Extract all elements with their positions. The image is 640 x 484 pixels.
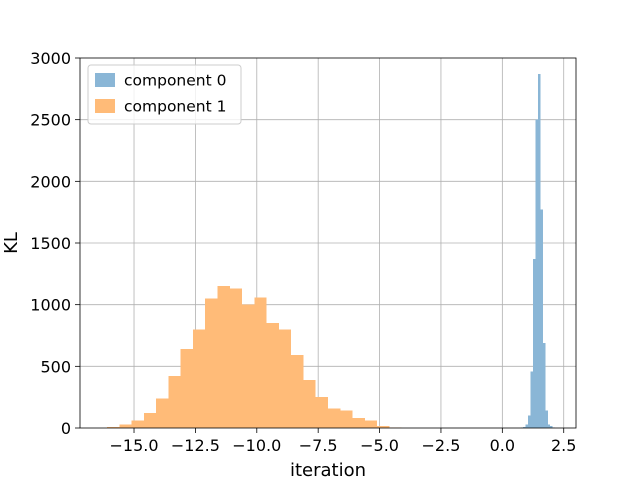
x-tick-label: 0.0 — [490, 436, 515, 455]
histogram-bar-component-0 — [543, 343, 545, 428]
x-tick-label: −2.5 — [422, 436, 461, 455]
histogram-bar-component-0 — [526, 424, 528, 428]
x-axis-label: iteration — [290, 460, 366, 480]
histogram-bar-component-0 — [535, 120, 537, 428]
x-tick-label: −10.0 — [232, 436, 281, 455]
histogram-bar-component-0 — [533, 259, 535, 428]
histogram-bar-component-1 — [132, 421, 144, 428]
y-axis-label: KL — [1, 232, 22, 254]
histogram-bar-component-1 — [316, 397, 328, 428]
histogram-bar-component-1 — [193, 329, 205, 428]
legend-label-component-0: component 0 — [124, 72, 226, 90]
histogram-bar-component-0 — [545, 411, 547, 428]
histogram-bar-component-1 — [144, 413, 156, 428]
histogram-bar-component-0 — [528, 416, 530, 428]
histogram-bar-component-0 — [548, 424, 550, 428]
histogram-bar-component-0 — [531, 371, 533, 428]
x-tick-label: −5.0 — [360, 436, 399, 455]
y-tick-label: 0 — [61, 419, 71, 438]
y-tick-label: 1500 — [30, 234, 71, 253]
histogram-bar-component-1 — [303, 380, 315, 428]
x-tick-label: −7.5 — [299, 436, 338, 455]
x-tick-label: −15.0 — [110, 436, 159, 455]
legend-label-component-1: component 1 — [124, 98, 226, 116]
histogram-bar-component-1 — [267, 323, 279, 428]
histogram-bar-component-1 — [279, 329, 291, 428]
y-tick-label: 500 — [40, 357, 71, 376]
legend-swatch-component-1 — [95, 99, 115, 113]
histogram-bar-component-1 — [328, 408, 340, 428]
y-tick-label: 1000 — [30, 296, 71, 315]
histogram-bar-component-1 — [119, 424, 131, 428]
histogram-bar-component-1 — [168, 376, 180, 428]
histogram-bar-component-1 — [242, 305, 254, 428]
y-tick-label: 2500 — [30, 111, 71, 130]
y-tick-label: 2000 — [30, 172, 71, 191]
histogram-bar-component-1 — [205, 299, 217, 429]
x-tick-label: 2.5 — [551, 436, 576, 455]
histogram-bar-component-1 — [230, 289, 242, 428]
legend: component 0 component 1 — [88, 65, 241, 124]
histogram-bar-component-1 — [365, 421, 377, 428]
y-tick-label: 3000 — [30, 49, 71, 68]
legend-swatch-component-0 — [95, 73, 115, 87]
histogram-bar-component-0 — [540, 210, 542, 428]
x-tick-label: −12.5 — [171, 436, 220, 455]
histogram-bar-component-1 — [254, 297, 266, 428]
histogram-bar-component-1 — [156, 398, 168, 428]
histogram-bar-component-1 — [181, 349, 193, 428]
histogram-bar-component-1 — [218, 286, 230, 428]
histogram-bar-component-0 — [538, 74, 540, 428]
histogram-bar-component-1 — [340, 411, 352, 428]
histogram-bar-component-1 — [291, 355, 303, 428]
histogram-bar-component-1 — [353, 418, 365, 428]
